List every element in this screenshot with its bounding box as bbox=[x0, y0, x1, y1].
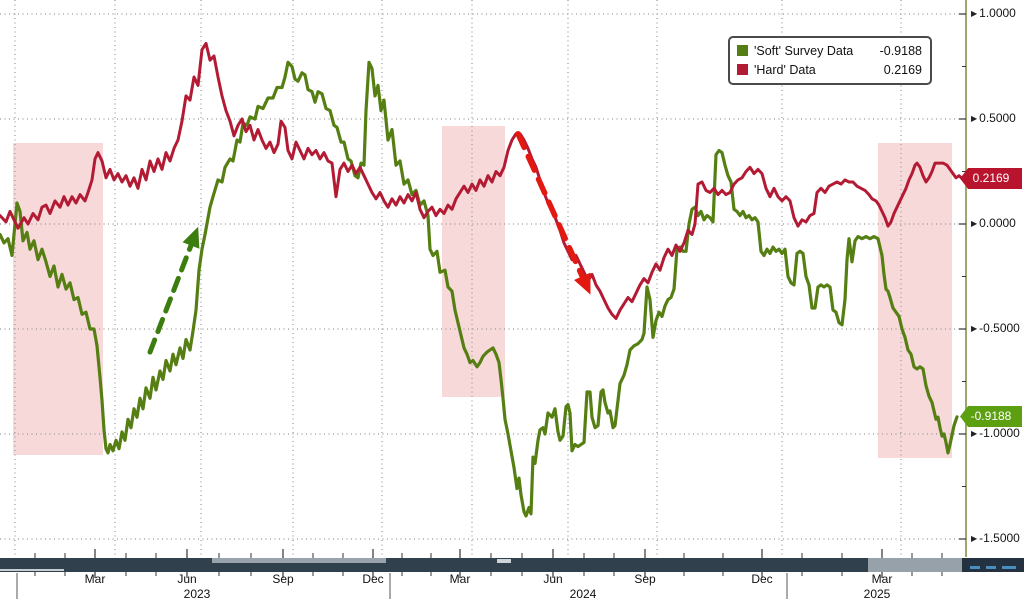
range-scrollbar-right-cap bbox=[962, 558, 1024, 572]
grid-lines bbox=[0, 0, 963, 557]
soft-series-value: -0.9188 bbox=[879, 43, 922, 58]
month-label: Mar bbox=[871, 572, 893, 586]
y-axis-label: ▶ -1.0000 bbox=[971, 426, 1020, 440]
range-scrollbar-strip bbox=[212, 558, 386, 563]
month-label: Sep bbox=[272, 572, 294, 586]
y-axis-label: ▶ 0.5000 bbox=[971, 111, 1016, 125]
tick-arrow-icon: ▶ bbox=[971, 429, 978, 438]
legend[interactable]: 'Soft' Survey Data -0.9188 'Hard' Data 0… bbox=[728, 36, 932, 85]
month-label: Dec bbox=[751, 572, 773, 586]
month-label: Sep bbox=[634, 572, 656, 586]
hard-series-swatch-icon bbox=[737, 64, 748, 75]
month-label: Mar bbox=[84, 572, 106, 586]
year-label: 2024 bbox=[569, 587, 597, 599]
year-label: 2023 bbox=[183, 587, 211, 599]
trend-arrows bbox=[147, 130, 591, 355]
series-line bbox=[0, 60, 959, 518]
hard-series-label: 'Hard' Data bbox=[754, 62, 816, 77]
tick-arrow-icon: ▶ bbox=[971, 534, 978, 543]
tick-arrow-icon: ▶ bbox=[971, 114, 978, 123]
month-label: Jun bbox=[543, 572, 563, 586]
month-label: Mar bbox=[449, 572, 471, 586]
year-label: 2025 bbox=[863, 587, 891, 599]
y-axis-label: ▶ -0.5000 bbox=[971, 321, 1020, 335]
range-scrollbar[interactable] bbox=[0, 558, 1024, 572]
range-scrollbar-leftline bbox=[0, 569, 64, 571]
hard-last-value-badge: 0.2169 bbox=[960, 168, 1022, 189]
y-axis-label: ▶ 0.0000 bbox=[971, 216, 1016, 230]
recession-highlight-band bbox=[878, 143, 952, 458]
series-line bbox=[0, 41, 964, 320]
soft-rebound-arrow bbox=[147, 226, 200, 355]
legend-row-soft[interactable]: 'Soft' Survey Data -0.9188 bbox=[737, 41, 922, 60]
tick-arrow-icon: ▶ bbox=[971, 324, 978, 333]
tick-arrow-icon: ▶ bbox=[971, 219, 978, 228]
range-scrollbar-notch[interactable] bbox=[497, 559, 511, 563]
soft-series-label: 'Soft' Survey Data bbox=[754, 43, 854, 58]
hard-decline-arrow bbox=[515, 130, 591, 295]
range-scrollbar-track[interactable] bbox=[868, 558, 962, 572]
bar-dash-icon bbox=[1002, 566, 1016, 569]
bar-dash-icon bbox=[986, 566, 996, 569]
hard-series-value: 0.2169 bbox=[883, 62, 922, 77]
month-label: Dec bbox=[362, 572, 384, 586]
y-axis-label: ▶ 1.0000 bbox=[971, 6, 1016, 20]
month-label: Jun bbox=[177, 572, 197, 586]
y-axis-label: ▶ -1.5000 bbox=[971, 531, 1020, 545]
data-series bbox=[0, 41, 964, 518]
soft-series-swatch-icon bbox=[737, 45, 748, 56]
bar-dash-icon bbox=[970, 566, 980, 569]
soft-last-value-badge: -0.9188 bbox=[960, 406, 1022, 427]
tick-arrow-icon: ▶ bbox=[971, 9, 978, 18]
axes-ticks bbox=[16, 0, 967, 599]
legend-row-hard[interactable]: 'Hard' Data 0.2169 bbox=[737, 60, 922, 79]
